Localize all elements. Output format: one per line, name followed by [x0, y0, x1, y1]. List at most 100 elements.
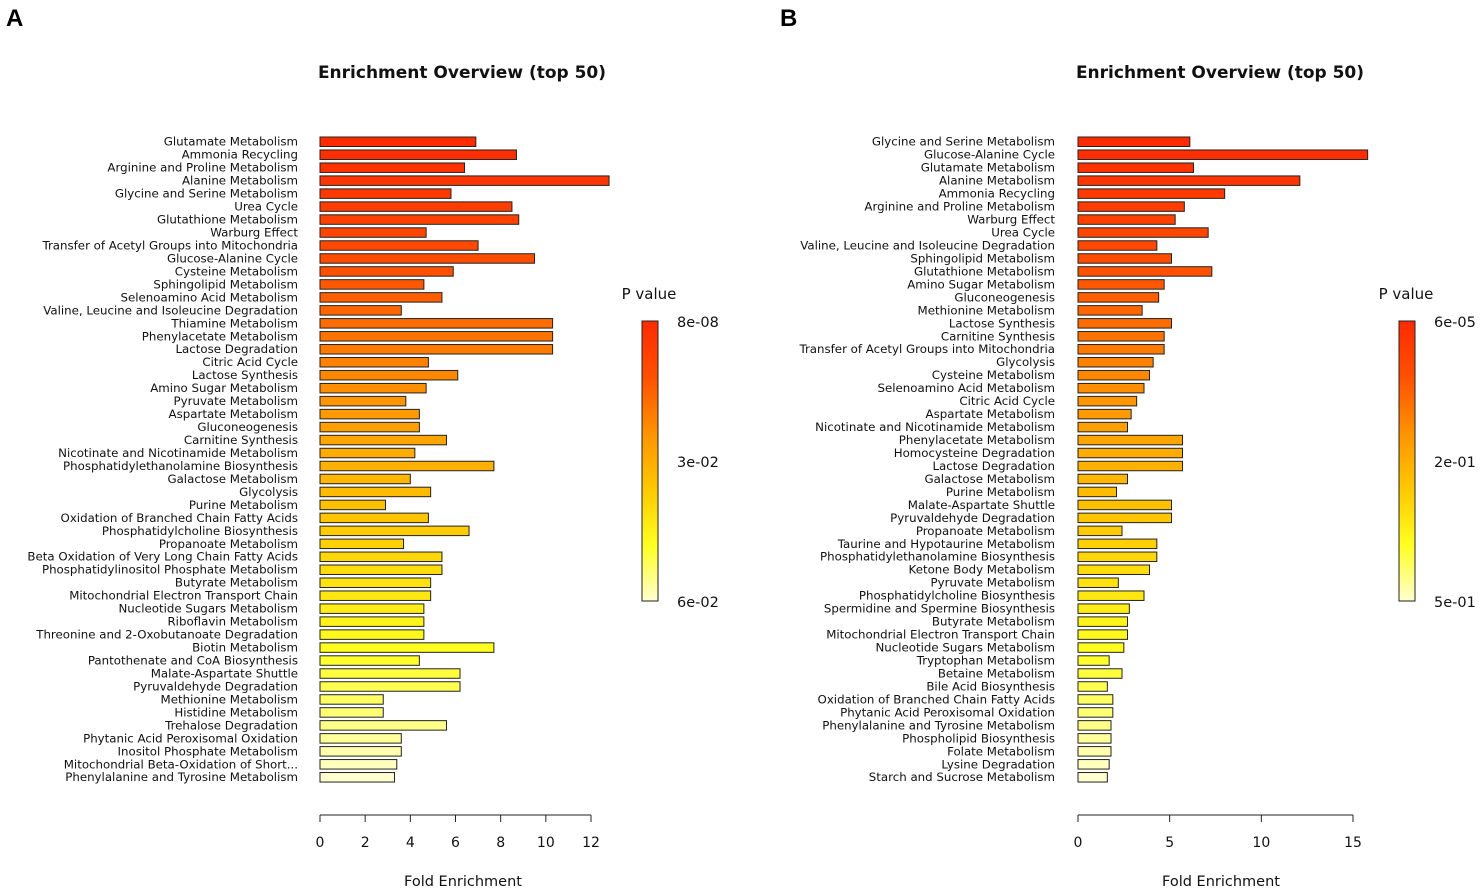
bar-b-34	[1077, 577, 1119, 588]
category-label: Phytanic Acid Peroxisomal Oxidation	[83, 731, 298, 745]
category-label: Propanoate Metabolism	[916, 524, 1055, 538]
bar-b-48	[1077, 759, 1110, 770]
category-label: Lactose Synthesis	[949, 316, 1055, 330]
bar-a-25	[319, 460, 495, 472]
bar-a-33	[319, 564, 443, 576]
x-axis-b: 0 5 10 15	[1074, 814, 1362, 851]
bar-b-19	[1077, 382, 1145, 394]
x-tick-label: 10	[537, 835, 555, 851]
bar-b-46	[1077, 733, 1112, 744]
category-label: Glucose-Alanine Cycle	[924, 148, 1055, 162]
category-label: Galactose Metabolism	[167, 472, 298, 486]
x-tick-label: 4	[406, 835, 415, 851]
bar-a-44	[319, 707, 384, 718]
bar-b-1	[1077, 149, 1369, 160]
legend-min-b: 5e-01	[1434, 595, 1476, 611]
category-label: Selenoamino Acid Metabolism	[121, 290, 298, 304]
category-label: Ammonia Recycling	[939, 187, 1055, 201]
bar-a-8	[319, 240, 479, 251]
x-tick-label: 6	[451, 835, 460, 851]
category-label: Arginine and Proline Metabolism	[107, 161, 298, 175]
bar-b-28	[1077, 499, 1172, 511]
legend-min-a: 6e-02	[677, 595, 719, 611]
category-label: Phosphatidylcholine Biosynthesis	[102, 524, 298, 538]
bar-b-42	[1077, 681, 1108, 692]
bar-a-31	[319, 538, 405, 550]
bar-a-48	[319, 759, 398, 770]
category-label: Galactose Metabolism	[924, 472, 1055, 486]
bar-a-22	[319, 421, 420, 433]
bar-a-46	[319, 733, 402, 744]
bar-b-17	[1077, 356, 1154, 368]
bar-b-39	[1077, 642, 1125, 653]
category-label: Nucleotide Sugars Metabolism	[118, 602, 298, 616]
category-label: Cysteine Metabolism	[932, 368, 1055, 382]
category-label: Phytanic Acid Peroxisomal Oxidation	[840, 705, 1055, 719]
category-label: Transfer of Acetyl Groups into Mitochond…	[798, 342, 1055, 356]
category-label: Lactose Degradation	[175, 342, 298, 356]
bar-a-19	[319, 382, 427, 394]
category-label: Glutathione Metabolism	[914, 264, 1055, 278]
bar-b-29	[1077, 512, 1172, 524]
bar-a-18	[319, 369, 459, 381]
bar-a-9	[319, 253, 536, 264]
bar-a-11	[319, 279, 425, 290]
bar-a-17	[319, 356, 429, 368]
category-label: Citric Acid Cycle	[959, 394, 1055, 408]
bar-a-47	[319, 746, 402, 757]
category-label: Carnitine Synthesis	[184, 433, 298, 447]
category-label: Mitochondrial Beta-Oxidation of Short...	[64, 757, 298, 771]
panel-a: A Enrichment Overview (top 50) Glutamate…	[6, 5, 719, 889]
bar-b-9	[1077, 253, 1172, 264]
bar-a-10	[319, 266, 454, 277]
x-tick-label: 0	[1074, 835, 1083, 851]
bar-a-5	[319, 201, 513, 212]
x-tick-label: 12	[582, 835, 600, 851]
category-label: Malate-Aspartate Shuttle	[151, 666, 298, 680]
bar-a-38	[319, 629, 425, 640]
bar-a-39	[319, 642, 495, 653]
category-label: Mitochondrial Electron Transport Chain	[69, 589, 298, 603]
bar-a-40	[319, 655, 420, 666]
category-label: Cysteine Metabolism	[175, 264, 298, 278]
bar-a-41	[319, 668, 461, 679]
category-label: Phenylacetate Metabolism	[899, 433, 1055, 447]
category-label: Methionine Metabolism	[918, 303, 1055, 317]
legend-max-a: 8e-08	[677, 315, 719, 331]
bar-b-5	[1077, 201, 1185, 212]
category-label: Amino Sugar Metabolism	[150, 381, 298, 395]
bar-b-38	[1077, 629, 1128, 640]
category-labels-b: Glycine and Serine MetabolismGlucose-Ala…	[798, 135, 1055, 785]
bar-a-0	[319, 136, 477, 147]
category-label: Aspartate Metabolism	[926, 407, 1055, 421]
bar-a-4	[319, 188, 452, 199]
category-label: Ketone Body Metabolism	[909, 563, 1055, 577]
category-label: Oxidation of Branched Chain Fatty Acids	[818, 692, 1055, 706]
category-label: Glucose-Alanine Cycle	[167, 251, 298, 265]
bar-b-26	[1077, 473, 1128, 485]
x-tick-label: 15	[1344, 835, 1362, 851]
category-label: Biotin Metabolism	[192, 641, 298, 655]
category-label: Bile Acid Biosynthesis	[926, 679, 1055, 693]
bar-b-7	[1077, 227, 1209, 238]
category-label: Urea Cycle	[991, 225, 1055, 239]
bar-a-37	[319, 616, 425, 627]
bar-b-32	[1077, 551, 1158, 563]
bar-b-11	[1077, 279, 1165, 290]
legend-b: P value 6e-05 2e-01 5e-01	[1379, 285, 1476, 611]
bar-a-2	[319, 162, 466, 173]
category-label: Transfer of Acetyl Groups into Mitochond…	[41, 238, 298, 252]
bar-a-14	[319, 318, 554, 329]
bar-a-45	[319, 720, 447, 731]
category-label: Phosphatidylethanolamine Biosynthesis	[63, 459, 298, 473]
category-label: Nucleotide Sugars Metabolism	[875, 641, 1055, 655]
bar-b-21	[1077, 408, 1132, 420]
category-label: Taurine and Hypotaurine Metabolism	[837, 537, 1055, 551]
category-label: Purine Metabolism	[189, 498, 298, 512]
bar-a-12	[319, 292, 443, 303]
category-label: Tryptophan Metabolism	[916, 654, 1055, 668]
bar-a-29	[319, 512, 429, 524]
panel-b: B Enrichment Overview (top 50) Glycine a…	[780, 5, 1476, 889]
x-tick-label: 8	[496, 835, 505, 851]
